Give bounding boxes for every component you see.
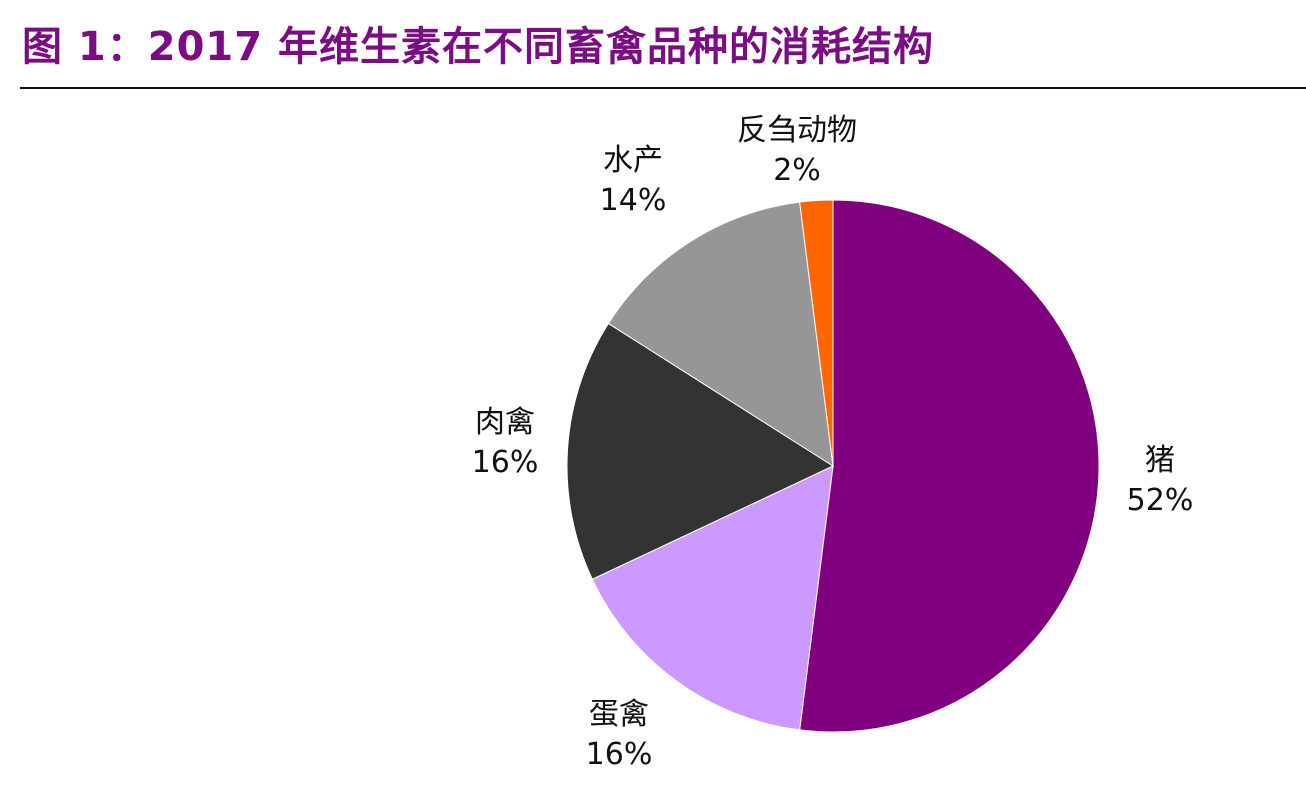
slice-percent-label: 16% — [472, 445, 539, 480]
pie-slice-1 — [591, 465, 834, 731]
pie-slice-2 — [566, 322, 835, 580]
slice-percent-label: 52% — [1127, 483, 1194, 518]
slice-name-label: 猪 — [1145, 443, 1175, 478]
pie-labels: 猪 52% 蛋禽 16% 肉禽 16% 水产 14% 反刍动物 2% — [472, 113, 1194, 772]
slice-percent-label: 2% — [773, 153, 821, 188]
slice-percent-label: 14% — [600, 183, 667, 218]
figure-title: 图 1：2017 年维生素在不同畜禽品种的消耗结构 — [22, 24, 935, 70]
pie-slice-4 — [799, 199, 834, 467]
slice-name-label: 蛋禽 — [589, 697, 649, 732]
slice-name-label: 反刍动物 — [737, 113, 857, 148]
slice-name-label: 肉禽 — [475, 405, 535, 440]
pie-slice-3 — [607, 201, 834, 467]
slice-name-label: 水产 — [603, 143, 663, 178]
pie-slice-0 — [799, 199, 1100, 733]
title-divider — [20, 87, 1306, 89]
slice-percent-label: 16% — [586, 737, 653, 772]
pie-slices — [566, 199, 1100, 733]
